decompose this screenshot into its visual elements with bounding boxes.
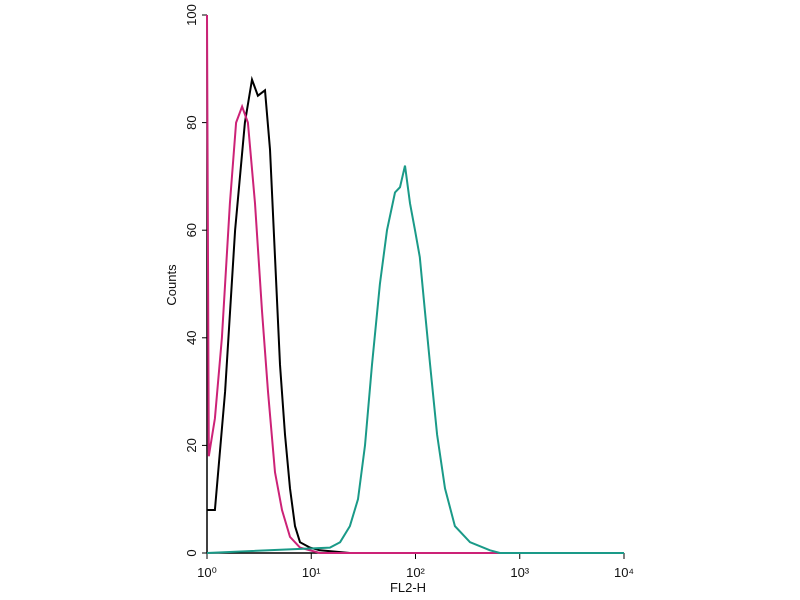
x-tick-label: 10³ (510, 565, 529, 580)
y-tick-label: 100 (184, 4, 199, 26)
y-tick-label: 20 (184, 438, 199, 452)
series-line (207, 75, 624, 554)
x-tick-label: 10¹ (302, 565, 321, 580)
series-line (206, 165, 624, 554)
y-tick-label: 80 (184, 115, 199, 129)
x-tick-label: 10² (406, 565, 425, 580)
series-line (206, 14, 624, 554)
x-axis-label: FL2-H (390, 580, 426, 595)
x-tick-label: 10⁰ (197, 565, 217, 580)
y-tick-label: 60 (184, 223, 199, 237)
y-tick-label: 0 (184, 549, 199, 556)
y-tick-label: 40 (184, 331, 199, 345)
x-tick-label: 10⁴ (614, 565, 634, 580)
y-axis-label: Counts (164, 264, 179, 306)
